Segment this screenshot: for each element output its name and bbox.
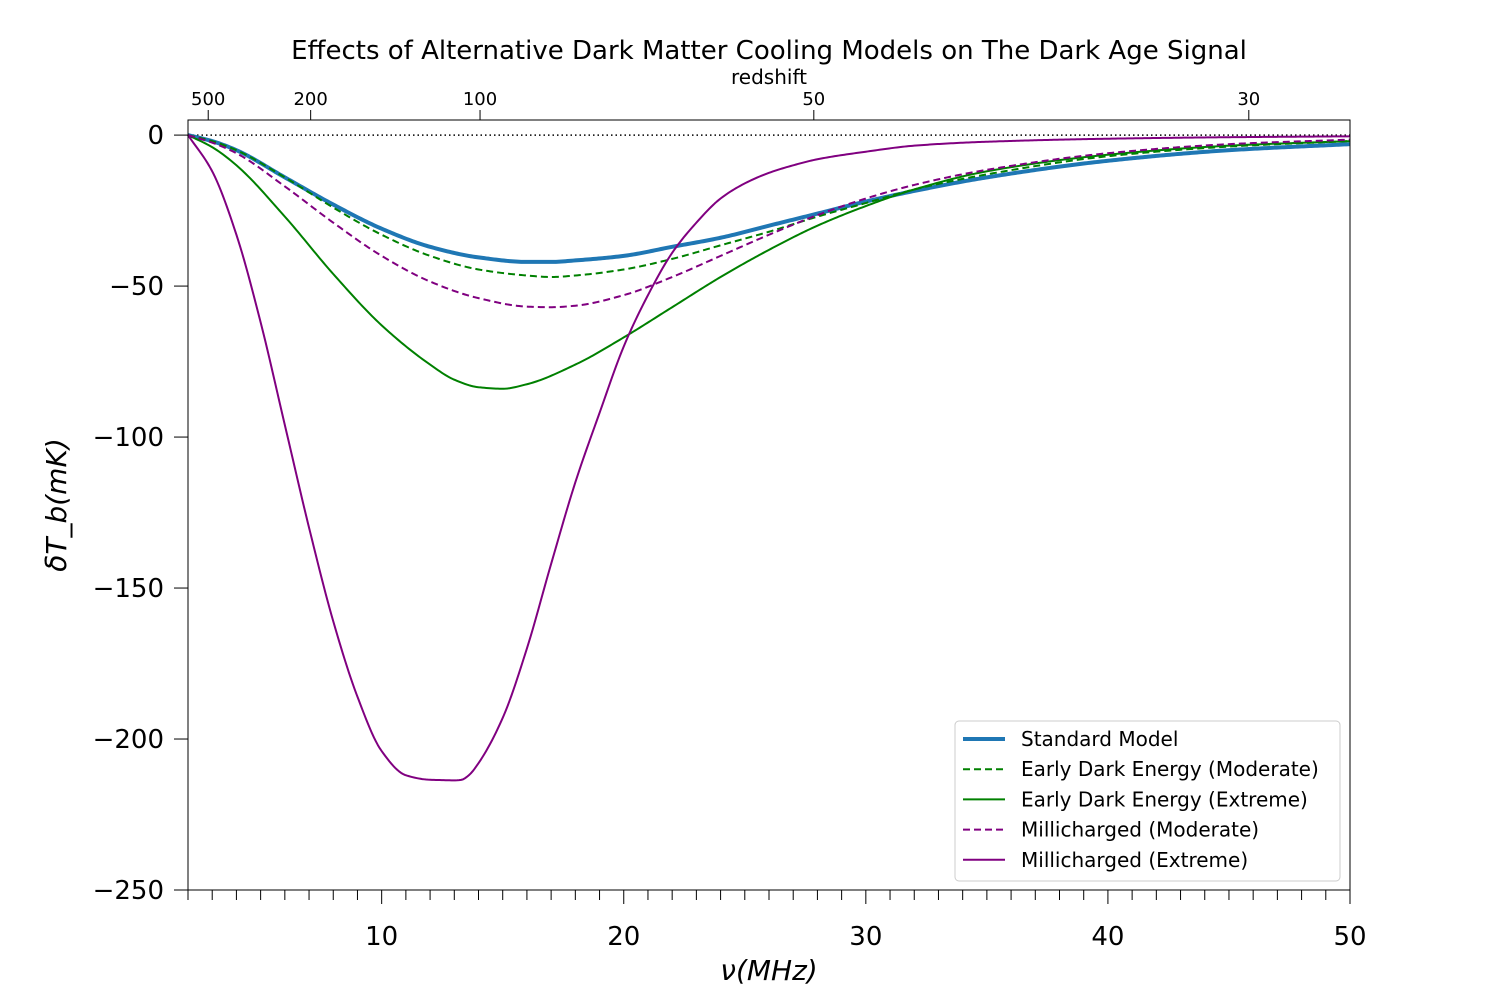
- x-axis-label: ν(MHz): [720, 954, 817, 987]
- x-tick-label: 40: [1091, 922, 1124, 952]
- legend-entry: Millicharged (Moderate): [1021, 818, 1259, 842]
- x-tick-label: 50: [1333, 922, 1366, 952]
- top-tick-label: 200: [293, 89, 327, 110]
- series-line-1: [187, 134, 1351, 279]
- y-tick-label: 0: [147, 121, 164, 151]
- top-tick-label: 50: [802, 89, 825, 110]
- y-tick-label: −200: [93, 725, 164, 755]
- legend-box: [954, 720, 1341, 882]
- legend: Standard Model Early Dark Energy (Moderat…: [954, 720, 1341, 882]
- y-tick-label: −250: [93, 876, 164, 906]
- y-axis-label: δT_b(mK): [40, 438, 73, 572]
- top-tick-label: 500: [191, 89, 225, 110]
- x-tick-label: 10: [365, 922, 398, 952]
- legend-entry: Standard Model: [1021, 727, 1178, 751]
- series-line-0: [187, 133, 1351, 264]
- series-lines: [187, 133, 1351, 782]
- legend-entry: Early Dark Energy (Moderate): [1021, 757, 1319, 781]
- top-tick-label: 30: [1237, 89, 1260, 110]
- series-line-3: [187, 134, 1351, 309]
- x-tick-label: 30: [849, 922, 882, 952]
- y-tick-label: −50: [109, 272, 164, 302]
- top-axis-ticks: 500 200 100 50 30: [191, 89, 1260, 120]
- legend-entry: Millicharged (Extreme): [1021, 848, 1248, 872]
- series-line-2: [187, 134, 1351, 390]
- top-axis-label: redshift: [731, 65, 807, 89]
- top-tick-label: 100: [463, 89, 497, 110]
- y-axis-ticks: 0 −50 −100 −150 −200 −250: [93, 121, 188, 906]
- y-tick-label: −150: [93, 574, 164, 604]
- series-line-4: [187, 134, 1351, 782]
- x-axis-ticks: 10 20 30 40 50: [187, 890, 1367, 952]
- x-tick-label: 20: [607, 922, 640, 952]
- chart-title: Effects of Alternative Dark Matter Cooli…: [291, 36, 1247, 66]
- y-tick-label: −100: [93, 423, 164, 453]
- legend-entry: Early Dark Energy (Extreme): [1021, 787, 1308, 811]
